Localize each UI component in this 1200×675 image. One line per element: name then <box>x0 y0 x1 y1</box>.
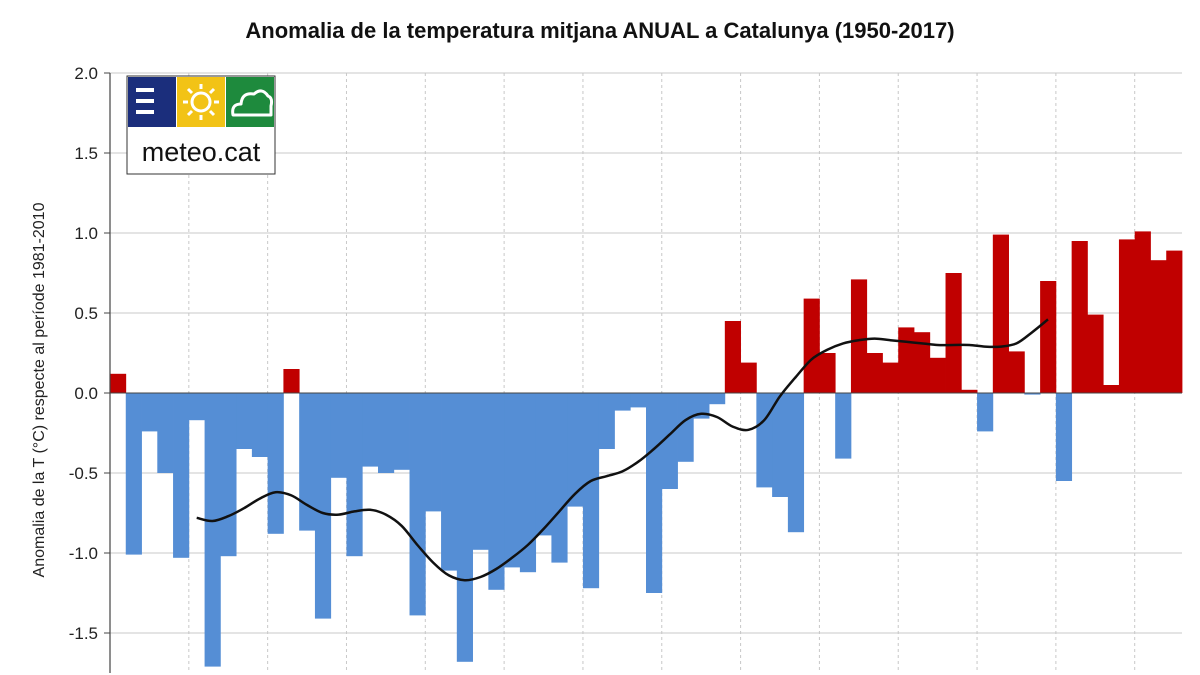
bar <box>787 393 805 533</box>
bar <box>709 393 726 405</box>
bar <box>630 393 647 408</box>
bar <box>519 393 537 573</box>
bar <box>1008 351 1025 393</box>
bars-icon <box>136 88 154 114</box>
axes: 2.0 1.5 1.0 0.5 0.0 -0.5 -1.0 -1.5 <box>69 64 1182 673</box>
bar <box>110 373 127 393</box>
bar <box>346 393 363 557</box>
bar <box>598 393 615 449</box>
bar <box>204 393 221 667</box>
bar <box>850 279 868 393</box>
bar <box>977 393 994 432</box>
bar <box>314 393 332 619</box>
y-tick-label: 1.0 <box>74 224 98 243</box>
bar <box>456 393 473 662</box>
bar <box>929 357 946 393</box>
bar <box>409 393 426 616</box>
y-tick-label: 1.5 <box>74 144 98 163</box>
y-tick-label: 0.0 <box>74 384 98 403</box>
bar <box>362 393 379 467</box>
bar <box>945 273 962 393</box>
bar <box>283 369 300 393</box>
bar <box>330 393 347 478</box>
y-axis-label: Anomalia de la T (°C) respecte al períod… <box>31 202 48 577</box>
bars <box>110 231 1183 667</box>
bar <box>756 393 773 488</box>
logo-text: meteo.cat <box>142 137 261 167</box>
bar <box>1024 393 1041 395</box>
bar <box>661 393 678 489</box>
y-tick-label: -1.5 <box>69 624 98 643</box>
bar <box>992 234 1009 393</box>
bar <box>393 393 410 470</box>
sun-icon <box>183 84 219 120</box>
bar <box>582 393 600 589</box>
bar <box>835 393 852 459</box>
bar <box>898 327 915 393</box>
bar <box>1166 250 1183 393</box>
bar <box>646 393 663 593</box>
meteocat-logo: meteo.cat <box>126 75 276 175</box>
bar <box>740 362 757 393</box>
bar <box>914 332 931 393</box>
bar <box>693 393 710 419</box>
bar <box>772 393 789 497</box>
chart-title: Anomalia de la temperatura mitjana ANUAL… <box>245 18 955 43</box>
bar <box>724 321 741 393</box>
bar <box>1134 231 1151 393</box>
bar <box>882 362 899 393</box>
bar <box>488 393 505 590</box>
trend-line <box>196 318 1049 582</box>
bar <box>299 393 316 531</box>
bar <box>535 393 552 536</box>
bar <box>803 298 820 393</box>
bar <box>173 393 190 558</box>
bar <box>551 393 568 563</box>
bar <box>220 393 237 557</box>
bar <box>267 393 284 534</box>
bar <box>125 393 142 555</box>
bar <box>1087 314 1104 393</box>
logo-green-panel <box>226 77 274 127</box>
bar <box>1071 241 1088 393</box>
bar <box>1103 385 1120 393</box>
bar <box>614 393 631 411</box>
y-tick-label: 0.5 <box>74 304 98 323</box>
cloud-icon <box>231 89 274 117</box>
bar <box>1150 260 1167 393</box>
bar <box>441 393 458 571</box>
bar <box>188 393 205 421</box>
bar <box>1118 239 1136 393</box>
smoothed-trend <box>196 318 1049 582</box>
bar <box>141 393 158 432</box>
bar <box>157 393 174 473</box>
bar <box>378 393 395 473</box>
bar <box>472 393 489 550</box>
bar <box>961 389 978 393</box>
y-tick-label: 2.0 <box>74 64 98 83</box>
y-tick-label: -1.0 <box>69 544 98 563</box>
bar <box>866 353 883 393</box>
bar <box>236 393 253 449</box>
bar <box>1055 393 1073 481</box>
bar <box>425 393 442 512</box>
bar <box>251 393 269 457</box>
bar <box>504 393 521 568</box>
bar <box>1040 281 1057 393</box>
y-tick-label: -0.5 <box>69 464 98 483</box>
bar <box>819 353 836 393</box>
bar <box>567 393 584 507</box>
bar <box>677 393 694 462</box>
